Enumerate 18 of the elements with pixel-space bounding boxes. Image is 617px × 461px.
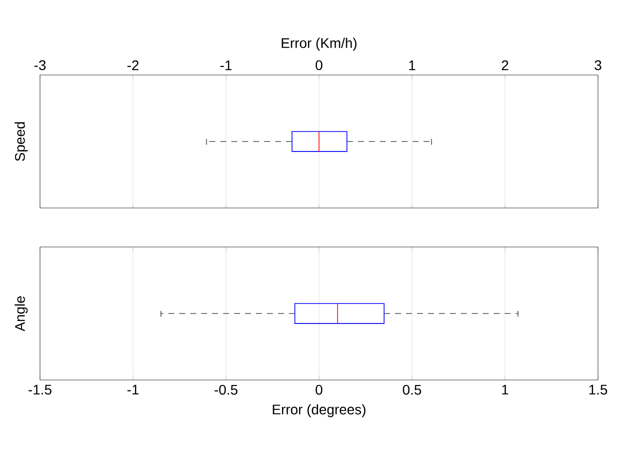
- x-tick-label: 0: [316, 384, 322, 395]
- x-tick-label: -1: [220, 60, 232, 70]
- x-axis-title: Error (Km/h): [282, 38, 356, 51]
- x-tick-label: 0.5: [402, 384, 422, 395]
- x-tick-label: -0.5: [214, 384, 238, 395]
- x-tick-label: 1: [502, 384, 508, 394]
- x-tick-label: 0: [316, 60, 322, 70]
- x-tick-label: -1: [127, 384, 139, 394]
- x-tick-label: 2: [502, 60, 508, 70]
- x-tick-label: -2: [127, 60, 139, 70]
- x-tick-label: -3: [34, 60, 46, 70]
- y-axis-title: Speed: [14, 122, 28, 162]
- x-tick-label: -1.5: [28, 384, 52, 395]
- x-tick-label: 1.5: [589, 384, 608, 395]
- y-axis-title: Angle: [14, 296, 28, 332]
- x-axis-title: Error (degrees): [272, 404, 366, 418]
- x-tick-label: 1: [409, 60, 416, 70]
- x-tick-label: 3: [594, 60, 602, 70]
